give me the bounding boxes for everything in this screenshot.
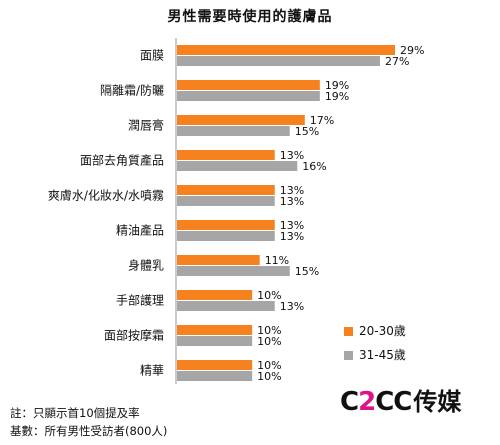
category-label: 身體乳 [128, 258, 164, 273]
data-label-series-2: 13% [280, 300, 304, 313]
note-base: 基數：所有男性受訪者(800人) [10, 424, 168, 438]
bar-series-2 [177, 371, 253, 381]
data-label-series-1: 19% [325, 79, 349, 92]
category-label: 面部按摩霜 [104, 328, 164, 343]
data-label-series-2: 13% [280, 195, 304, 208]
bar-series-2 [177, 196, 275, 206]
logo-suffix: CC [375, 387, 412, 417]
data-label-series-1: 13% [280, 184, 304, 197]
data-label-series-2: 13% [280, 230, 304, 243]
note-scope: 註：只顯示首10個提及率 [10, 406, 140, 420]
logo-chinese: 传媒 [413, 388, 462, 416]
chart-notes: 註：只顯示首10個提及率 基數：所有男性受訪者(800人) [10, 404, 167, 440]
bar-series-1 [177, 185, 275, 195]
data-label-series-2: 10% [257, 370, 281, 383]
logo-prefix: C [340, 387, 359, 417]
bar-series-2 [177, 336, 253, 346]
category-label: 面部去角質產品 [80, 153, 164, 168]
c2cc-logo: C2CC传媒 [340, 382, 461, 417]
legend-label-series-2: 31-45歲 [359, 348, 406, 362]
data-label-series-1: 10% [257, 324, 281, 337]
data-label-series-2: 16% [302, 160, 326, 173]
data-label-series-1: 11% [265, 254, 289, 267]
category-label: 潤唇膏 [128, 118, 164, 133]
legend-item-series-2: 31-45歲 [344, 346, 406, 363]
bar-series-1 [177, 45, 395, 55]
bar-series-1 [177, 290, 253, 300]
bar-series-2 [177, 56, 380, 66]
data-label-series-1: 10% [257, 289, 281, 302]
category-label: 精華 [140, 364, 164, 378]
bar-series-2 [177, 301, 275, 311]
data-label-series-2: 10% [257, 335, 281, 348]
legend-item-series-1: 20-30歲 [344, 322, 406, 339]
legend-swatch-series-1 [344, 327, 353, 336]
bar-series-2 [177, 126, 290, 136]
data-label-series-2: 15% [295, 265, 319, 278]
data-label-series-1: 10% [257, 359, 281, 372]
category-label: 手部護理 [116, 293, 164, 308]
legend-swatch-series-2 [344, 351, 353, 360]
bar-series-1 [177, 255, 260, 265]
data-label-series-2: 27% [385, 55, 409, 68]
data-label-series-2: 19% [325, 90, 349, 103]
data-label-series-1: 17% [310, 114, 334, 127]
category-label: 精油產品 [116, 223, 164, 238]
bar-series-2 [177, 91, 320, 101]
bar-series-2 [177, 161, 298, 171]
data-label-series-1: 13% [280, 219, 304, 232]
category-label: 爽膚水/化妝水/水噴霧 [48, 188, 164, 203]
category-label: 隔離霜/防曬 [100, 83, 164, 98]
bar-series-1 [177, 325, 253, 335]
data-label-series-1: 13% [280, 149, 304, 162]
bar-series-1 [177, 80, 320, 90]
data-label-series-1: 29% [400, 44, 424, 57]
category-label: 面膜 [140, 49, 164, 63]
bar-series-1 [177, 150, 275, 160]
chart-title: 男性需要時使用的護膚品 [167, 9, 333, 25]
legend-label-series-1: 20-30歲 [359, 324, 406, 338]
bar-series-1 [177, 360, 253, 370]
bar-series-1 [177, 220, 275, 230]
data-label-series-2: 15% [295, 125, 319, 138]
logo-highlight: 2 [358, 387, 376, 417]
bar-series-1 [177, 115, 305, 125]
bar-series-2 [177, 231, 275, 241]
bar-series-2 [177, 266, 290, 276]
